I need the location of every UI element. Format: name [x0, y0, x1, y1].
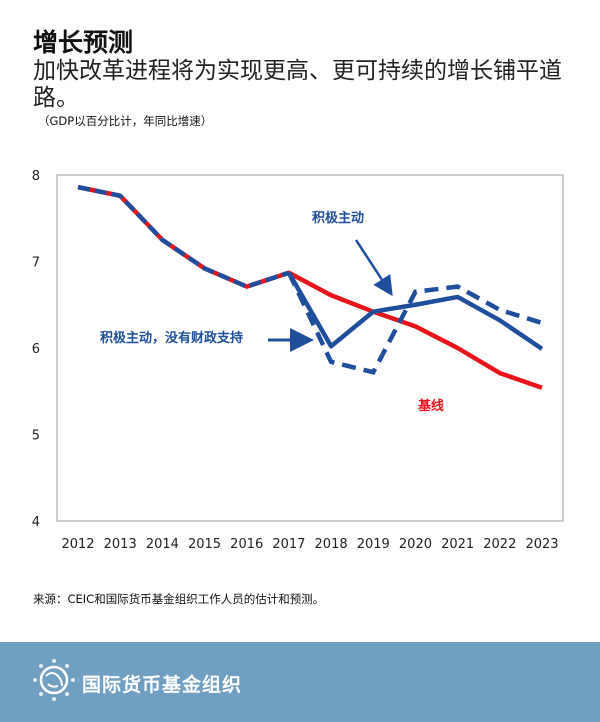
x-tick-label: 2020 — [399, 537, 432, 552]
x-tick-label: 2021 — [441, 537, 474, 552]
x-tick-label: 2017 — [272, 537, 305, 552]
y-tick-label: 8 — [32, 169, 40, 184]
line-chart: 4 5 6 7 8 2012 2013 2014 2015 2016 2017 2018 2019 202… — [32, 169, 564, 552]
imf-seal-logo — [33, 659, 75, 701]
x-tick-label: 2015 — [188, 537, 221, 552]
units-note: （GDP以百分比计，年同比增速） — [38, 114, 213, 128]
x-tick-label: 2019 — [357, 537, 390, 552]
y-tick-label: 7 — [32, 256, 40, 271]
footer-bar: 国际货币基金组织 — [0, 642, 600, 722]
x-tick-label: 2013 — [104, 537, 137, 552]
x-tick-label: 2022 — [483, 537, 516, 552]
y-tick-label: 6 — [32, 342, 40, 357]
series-line-history-overlay — [77, 184, 290, 289]
plot-frame — [56, 174, 564, 522]
annotation-arrow-active — [354, 239, 393, 297]
x-tick-label: 2016 — [230, 537, 263, 552]
x-tick-label: 2014 — [146, 537, 179, 552]
source-note: 来源：CEIC和国际货币基金组织工作人员的估计和预测。 — [33, 592, 325, 606]
x-tick-label: 2018 — [315, 537, 348, 552]
org-name: 国际货币基金组织 — [82, 674, 243, 696]
annotation-no-fiscal: 积极主动，没有财政支持 — [100, 330, 243, 346]
chart-title: 增长预测 — [33, 28, 134, 57]
annotation-baseline: 基线 — [417, 398, 444, 414]
y-tick-label: 5 — [32, 429, 40, 444]
x-tick-label: 2023 — [525, 537, 558, 552]
x-tick-label: 2012 — [61, 537, 94, 552]
y-tick-label: 4 — [32, 515, 40, 530]
chart-subtitle: 加快改革进程将为实现更高、更可持续的增长铺平道路。 — [33, 58, 562, 111]
annotation-active: 积极主动 — [312, 210, 364, 226]
